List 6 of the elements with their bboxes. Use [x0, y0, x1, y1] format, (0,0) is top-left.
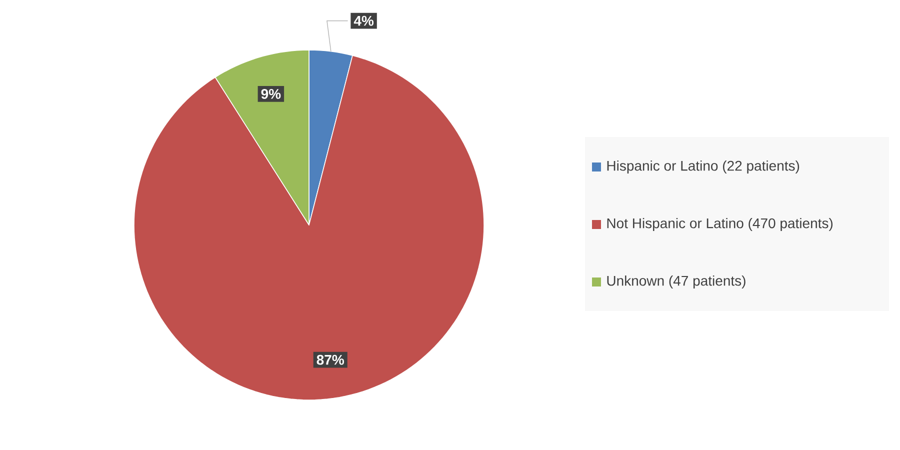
legend-label: Hispanic or Latino (22 patients) — [607, 160, 800, 174]
legend-label: Not Hispanic or Latino (470 patients) — [607, 218, 833, 232]
data-label: 87% — [316, 354, 344, 365]
data-label: 4% — [354, 16, 374, 26]
legend-label: Unknown (47 patients) — [607, 275, 746, 289]
data-label: 9% — [261, 88, 281, 99]
